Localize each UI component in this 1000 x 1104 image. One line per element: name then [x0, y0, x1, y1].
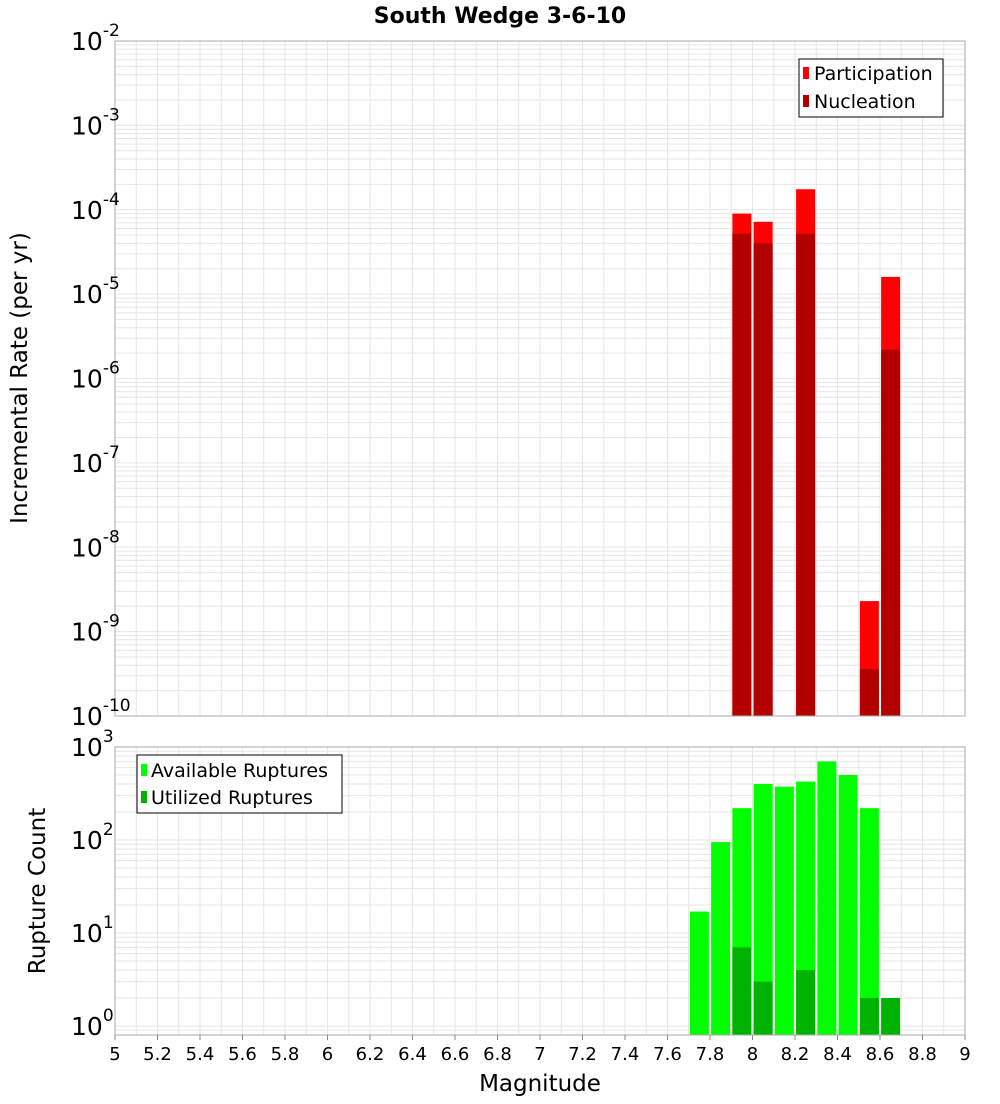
top-plot-frame: [114, 40, 966, 717]
bar-utilized-ruptures-7.95: [732, 947, 752, 1035]
bottom-legend-box: [136, 754, 343, 814]
x-tick-label: 5.2: [143, 1044, 172, 1065]
x-tick-label: 7.2: [568, 1044, 597, 1065]
bar-available-ruptures-8.45: [838, 774, 858, 1035]
y-tick-label: 10-10: [71, 696, 131, 731]
y-tick-label: 101: [71, 913, 114, 948]
x-axis-ticks: 5 5.2 5.4 5.6 5.8 6 6.2 6.4 6.6 6.8 7 7.2 7.4 7.6 7.8 8…: [109, 1035, 971, 1065]
y-tick-label: 10-4: [71, 190, 120, 225]
bar-utilized-ruptures-8.25: [796, 969, 816, 1035]
y-tick-label: 10-2: [71, 21, 120, 56]
bar-nucleation-8.25: [796, 233, 816, 716]
bar-available-ruptures-8.15: [774, 786, 794, 1035]
x-tick-label: 6.4: [398, 1044, 427, 1065]
legend-swatch-utilized: [141, 791, 147, 803]
legend-label-nucleation: Nucleation: [814, 91, 916, 113]
legend-label-participation: Participation: [814, 63, 933, 85]
y-tick-label: 10-6: [71, 359, 120, 394]
y-tick-label: 102: [71, 820, 114, 855]
legend-swatch-nucleation: [803, 95, 809, 107]
x-tick-label: 9: [959, 1044, 970, 1065]
y-tick-label: 103: [71, 727, 114, 762]
bar-nucleation-8.65: [881, 349, 901, 716]
x-tick-label: 6.8: [483, 1044, 512, 1065]
bar-available-ruptures-8.05: [753, 784, 773, 1035]
x-tick-label: 6.6: [441, 1044, 470, 1065]
x-tick-label: 8: [747, 1044, 758, 1065]
bar-utilized-ruptures-8.65: [881, 997, 901, 1035]
bar-available-ruptures-8.35: [817, 761, 837, 1035]
x-tick-label: 6: [322, 1044, 333, 1065]
bar-nucleation-8.05: [753, 243, 773, 717]
legend-swatch-available: [141, 764, 147, 776]
x-tick-label: 8.2: [781, 1044, 810, 1065]
x-tick-label: 7: [534, 1044, 545, 1065]
bar-utilized-ruptures-8.05: [753, 981, 773, 1035]
x-axis-label: Magnitude: [479, 1071, 601, 1097]
x-tick-label: 5.6: [228, 1044, 257, 1065]
x-tick-label: 5.8: [271, 1044, 300, 1065]
top-legend: Participation Nucleation: [798, 58, 944, 118]
legend-label-utilized: Utilized Ruptures: [151, 787, 313, 809]
x-tick-label: 5: [109, 1044, 120, 1065]
bottom-y-axis-label: Rupture Count: [25, 808, 51, 974]
bar-available-ruptures-8.55: [859, 808, 879, 1035]
y-tick-label: 100: [71, 1006, 114, 1041]
x-tick-label: 6.2: [356, 1044, 385, 1065]
top-panel: 10-10 10-9 10-8 10-7 10-6 10-5 10-4 10-3 10-2 In…: [7, 21, 966, 731]
y-tick-label: 10-9: [71, 612, 120, 647]
y-tick-label: 10-8: [71, 527, 120, 562]
bar-utilized-ruptures-8.55: [859, 997, 879, 1035]
bar-available-ruptures-7.75: [689, 911, 709, 1035]
bottom-panel: 100 101 102 103 Rupture Count Available Rup…: [25, 727, 966, 1041]
y-tick-label: 10-3: [71, 105, 120, 140]
top-legend-box: [798, 58, 944, 118]
y-tick-label: 10-7: [71, 443, 120, 478]
top-y-axis-label: Incremental Rate (per yr): [7, 232, 33, 524]
x-tick-label: 7.4: [611, 1044, 640, 1065]
x-tick-label: 8.6: [866, 1044, 895, 1065]
bar-available-ruptures-7.85: [711, 842, 731, 1035]
legend-label-available: Available Ruptures: [151, 760, 328, 782]
legend-swatch-participation: [803, 67, 809, 79]
y-tick-label: 10-5: [71, 274, 120, 309]
x-tick-label: 7.8: [696, 1044, 725, 1065]
bar-nucleation-7.95: [732, 233, 752, 716]
bar-nucleation-8.55: [859, 669, 879, 716]
chart-title: South Wedge 3-6-10: [374, 4, 626, 29]
bottom-legend: Available Ruptures Utilized Ruptures: [136, 754, 343, 814]
x-tick-label: 8.4: [823, 1044, 852, 1065]
x-tick-label: 5.4: [186, 1044, 215, 1065]
x-tick-label: 8.8: [908, 1044, 937, 1065]
x-tick-label: 7.6: [653, 1044, 682, 1065]
